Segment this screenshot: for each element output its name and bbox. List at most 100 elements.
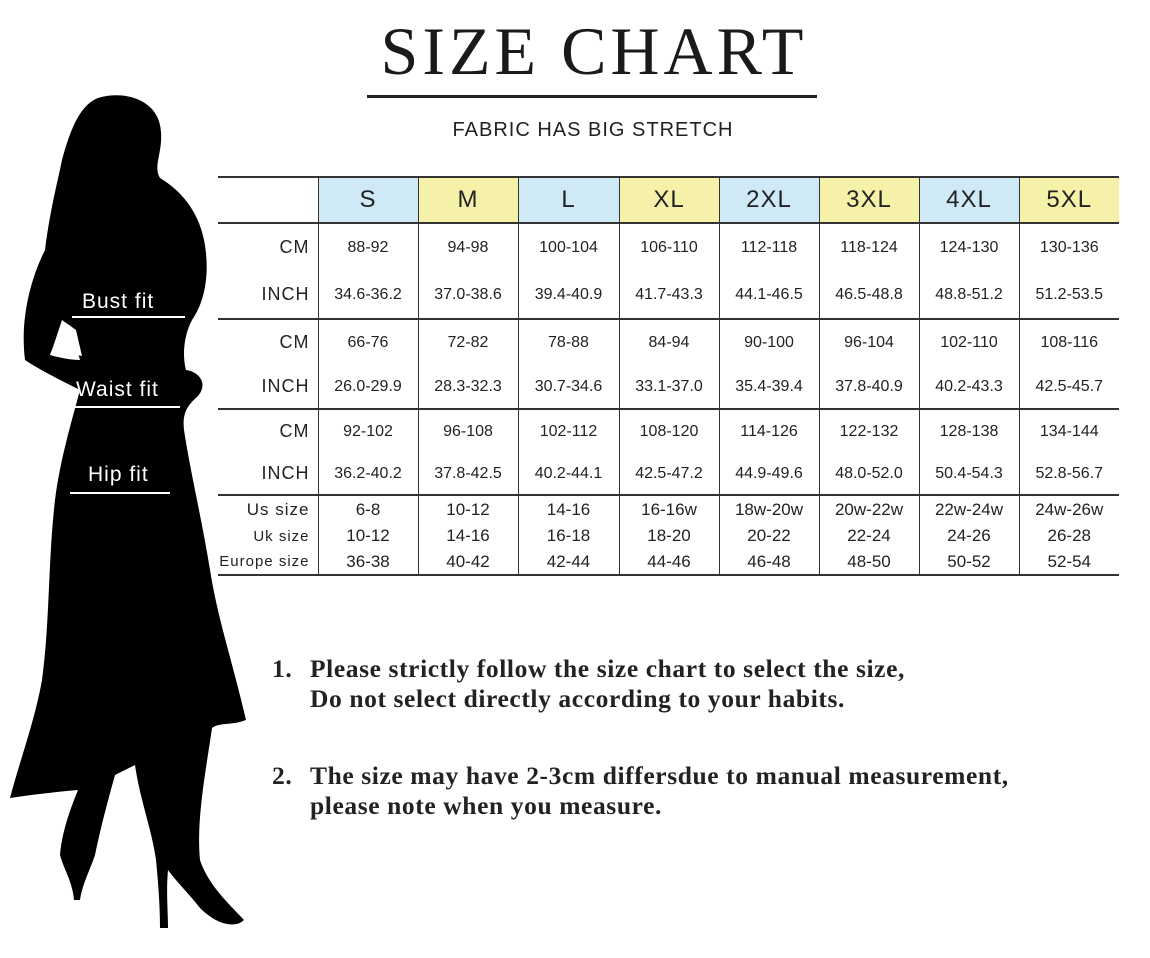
table-cell: 10-12 [317, 523, 418, 549]
table-cell: 118-124 [818, 223, 919, 271]
table-cell: 134-144 [1018, 409, 1119, 453]
size-chart-table: S M L XL 2XL 3XL 4XL 5XL CM 88-92 94-98 100… [218, 176, 1119, 576]
table-cell: 16-18 [517, 523, 619, 549]
note-item: 1. Please strictly follow the size chart… [272, 654, 1009, 714]
table-cell: 42.5-45.7 [1018, 365, 1119, 410]
table-cell: 48.8-51.2 [918, 271, 1019, 320]
table-cell: 44-46 [618, 549, 719, 576]
table-cell: 108-120 [618, 409, 719, 453]
table-row: INCH 36.2-40.2 37.8-42.5 40.2-44.1 42.5-47.2… [218, 453, 1119, 496]
row-label: CM [279, 332, 310, 352]
size-header: S [317, 177, 418, 223]
table-cell: 36-38 [317, 549, 418, 576]
size-header: 5XL [1018, 177, 1119, 223]
table-row: INCH 26.0-29.9 28.3-32.3 30.7-34.6 33.1-37.0… [218, 365, 1119, 410]
table-cell: 94-98 [417, 223, 518, 271]
table-cell: 102-110 [918, 319, 1019, 365]
table-cell: 84-94 [618, 319, 719, 365]
table-cell: 42-44 [517, 549, 619, 576]
size-header: 3XL [818, 177, 919, 223]
bust-fit-line [72, 316, 185, 318]
table-cell: 122-132 [818, 409, 919, 453]
table-cell: 39.4-40.9 [517, 271, 619, 320]
table-cell: 22-24 [818, 523, 919, 549]
table-cell: 46.5-48.8 [818, 271, 919, 320]
table-cell: 34.6-36.2 [317, 271, 418, 320]
table-cell: 52-54 [1018, 549, 1119, 576]
table-cell: 124-130 [918, 223, 1019, 271]
table-cell: 50-52 [918, 549, 1019, 576]
table-cell: 37.8-42.5 [417, 453, 518, 496]
size-header: XL [618, 177, 719, 223]
waist-fit-label: Waist fit [76, 378, 159, 401]
table-cell: 30.7-34.6 [517, 365, 619, 410]
table-cell: 92-102 [317, 409, 418, 453]
note-line: Please strictly follow the size chart to… [310, 654, 905, 683]
table-cell: 48-50 [818, 549, 919, 576]
size-header-row: S M L XL 2XL 3XL 4XL 5XL [218, 177, 1119, 223]
row-label: Us size [246, 499, 310, 519]
table-cell: 52.8-56.7 [1018, 453, 1119, 496]
row-label: INCH [218, 453, 318, 496]
table-cell: 26.0-29.9 [317, 365, 418, 410]
size-header: 4XL [918, 177, 1019, 223]
row-label: Uk size [253, 527, 310, 545]
table-cell: 90-100 [718, 319, 819, 365]
row-label: CM [279, 237, 310, 257]
size-header: M [417, 177, 518, 223]
table-cell: 128-138 [918, 409, 1019, 453]
hip-fit-label: Hip fit [88, 463, 149, 486]
notes: 1. Please strictly follow the size chart… [272, 654, 1009, 868]
table-row: INCH 34.6-36.2 37.0-38.6 39.4-40.9 41.7-43.3… [218, 271, 1119, 320]
table-row: CM 66-76 72-82 78-88 84-94 90-100 96-104 102-11… [218, 319, 1119, 365]
table-cell: 46-48 [718, 549, 819, 576]
hip-fit-line [70, 492, 170, 494]
table-cell: 18-20 [618, 523, 719, 549]
table-cell: 14-16 [517, 495, 619, 523]
note-line: please note when you measure. [310, 791, 662, 820]
table-cell: 42.5-47.2 [618, 453, 719, 496]
size-header: 2XL [718, 177, 819, 223]
table-cell: 6-8 [317, 495, 418, 523]
table-row: Us size 6-8 10-12 14-16 16-16w 18w-20w 20w-22w… [218, 495, 1119, 523]
table-cell: 44.1-46.5 [718, 271, 819, 320]
note-line: The size may have 2-3cm differsdue to ma… [310, 761, 1009, 790]
subtitle: FABRIC HAS BIG STRETCH [452, 119, 734, 141]
table-cell: 37.0-38.6 [417, 271, 518, 320]
table-cell: 22w-24w [918, 495, 1019, 523]
bust-fit-label: Bust fit [82, 290, 155, 313]
row-label: CM [279, 421, 310, 441]
table-cell: 40.2-43.3 [918, 365, 1019, 410]
table-cell: 100-104 [517, 223, 619, 271]
table-row: CM 92-102 96-108 102-112 108-120 114-126 122-1… [218, 409, 1119, 453]
table-cell: 112-118 [718, 223, 819, 271]
table-cell: 114-126 [718, 409, 819, 453]
row-label: INCH [218, 365, 318, 410]
table-cell: 108-116 [1018, 319, 1119, 365]
note-number: 2. [272, 761, 293, 790]
table-cell: 51.2-53.5 [1018, 271, 1119, 320]
woman-silhouette-icon [10, 95, 246, 929]
table-row: Uk size 10-12 14-16 16-18 18-20 20-22 22-24 24-… [218, 523, 1119, 549]
note-line: Do not select directly according to your… [310, 684, 845, 713]
table-cell: 28.3-32.3 [417, 365, 518, 410]
table-cell: 102-112 [517, 409, 619, 453]
size-header: L [517, 177, 619, 223]
table-cell: 37.8-40.9 [818, 365, 919, 410]
table-cell: 78-88 [517, 319, 619, 365]
table-cell: 96-104 [818, 319, 919, 365]
table-cell: 72-82 [417, 319, 518, 365]
table-cell: 88-92 [317, 223, 418, 271]
table-cell: 26-28 [1018, 523, 1119, 549]
table-cell: 106-110 [618, 223, 719, 271]
table-cell: 24w-26w [1018, 495, 1119, 523]
table-cell: 44.9-49.6 [718, 453, 819, 496]
table-cell: 66-76 [317, 319, 418, 365]
table-row: Europe size 36-38 40-42 42-44 44-46 46-48 48-5… [218, 549, 1119, 576]
title-underline [367, 95, 817, 98]
note-item: 2. The size may have 2-3cm differsdue to… [272, 761, 1009, 821]
table-cell: 20w-22w [818, 495, 919, 523]
table-cell: 14-16 [417, 523, 518, 549]
row-label: INCH [218, 271, 318, 320]
table-row: CM 88-92 94-98 100-104 106-110 112-118 118-124… [218, 223, 1119, 271]
